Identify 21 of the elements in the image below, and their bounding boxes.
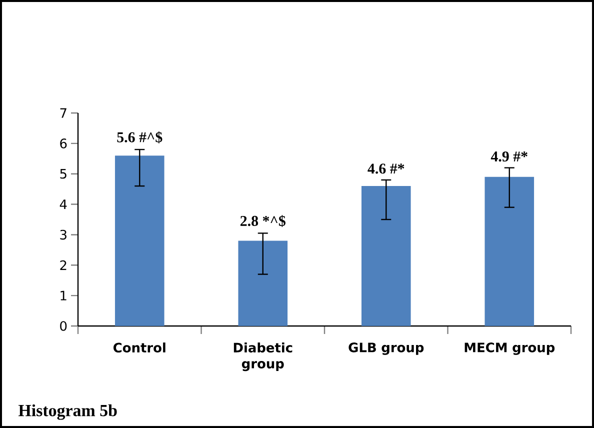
data-label: 4.6 #* [368,164,404,174]
y-tick-label: 7 [60,108,66,118]
y-tick-label: 3 [60,230,66,240]
y-tick-label: 4 [60,200,67,210]
data-label: 5.6 #^$ [117,131,162,144]
x-tick-label: MECM group [464,342,555,355]
x-tick-label: Control [114,342,166,353]
text: Histogram 5b [18,404,117,420]
y-tick-label: 2 [60,260,66,270]
x-tick-label: Diabetic group [234,342,292,372]
bar [361,186,411,326]
data-label: 4.9 #* [490,151,528,162]
y-tick-label: 1 [60,290,66,300]
bar [114,156,164,326]
bar [238,240,288,326]
y-tick-label: 5 [60,169,66,179]
y-tick-label: 6 [60,138,67,148]
x-tick-label: GLB group [348,342,424,355]
data-label: 2.8 *^$ [240,215,286,227]
y-tick-label: 0 [60,321,67,331]
bar [484,176,534,326]
